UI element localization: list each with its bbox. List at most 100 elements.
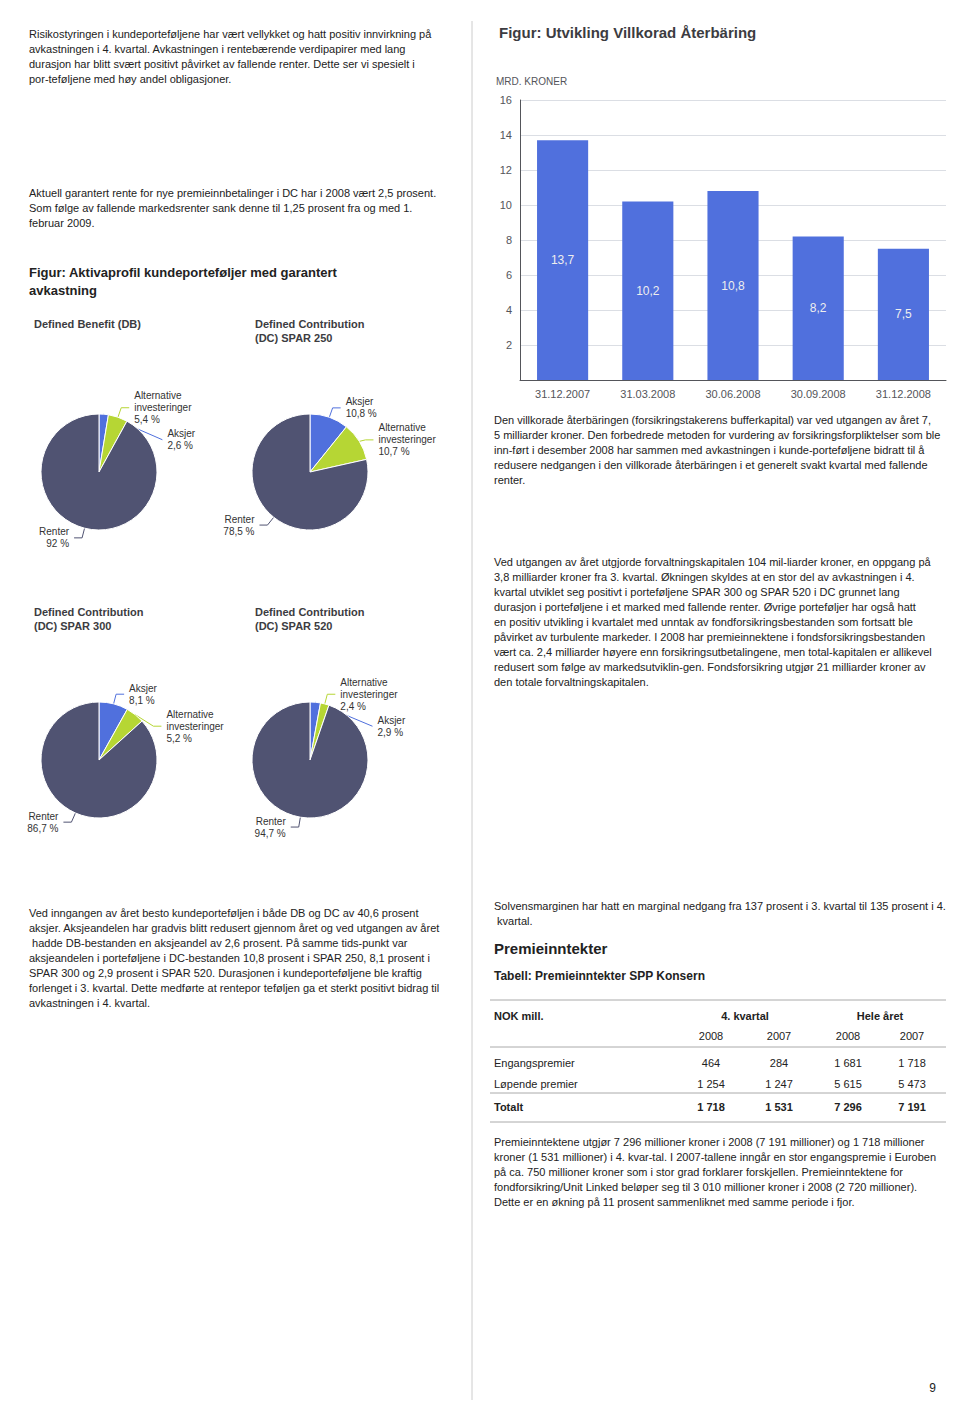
svg-text:5,2 %: 5,2 % bbox=[166, 733, 192, 744]
svg-text:30.09.2008: 30.09.2008 bbox=[791, 388, 846, 400]
svg-text:Aksjer: Aksjer bbox=[167, 428, 195, 439]
svg-text:8: 8 bbox=[506, 234, 512, 246]
svg-text:redusert som følge av markedsu: redusert som følge av markedsutviklin-ge… bbox=[494, 661, 929, 673]
svg-text:86,7 %: 86,7 % bbox=[27, 823, 58, 834]
svg-text:Aksjer: Aksjer bbox=[346, 396, 374, 407]
svg-text:den totale forvaltningskapital: den totale forvaltningskapitalen. bbox=[494, 676, 649, 688]
svg-text:durasjon i porteføljene i et m: durasjon i porteføljene i et marked med … bbox=[494, 601, 919, 613]
svg-text:1 681: 1 681 bbox=[834, 1057, 862, 1069]
svg-text:5 milliarder kroner. Den forbe: 5 milliarder kroner. Den forbedrede meto… bbox=[494, 429, 943, 441]
svg-text:Defined Benefit (DB): Defined Benefit (DB) bbox=[34, 318, 141, 330]
svg-text:kvartal utviklet seg positivt: kvartal utviklet seg positivt i porteføl… bbox=[494, 586, 903, 598]
svg-text:1 247: 1 247 bbox=[765, 1078, 793, 1090]
svg-text:10,8: 10,8 bbox=[721, 279, 745, 293]
svg-text:2007: 2007 bbox=[900, 1030, 924, 1042]
svg-text:Solvensmarginen har hatt en ma: Solvensmarginen har hatt en marginal ned… bbox=[494, 900, 946, 912]
svg-text:forlenget i 3. kvartal. Dette: forlenget i 3. kvartal. Dette medførte a… bbox=[29, 982, 442, 994]
svg-text:renter.: renter. bbox=[494, 474, 525, 486]
svg-text:en positiv utvikling i kvartal: en positiv utvikling i kvartalet med unn… bbox=[494, 616, 916, 628]
svg-text:1 254: 1 254 bbox=[697, 1078, 725, 1090]
svg-text:Defined Contribution: Defined Contribution bbox=[255, 606, 365, 618]
svg-text:Figur: Aktivaprofil kundeporte: Figur: Aktivaprofil kundeporteføljer med… bbox=[29, 265, 338, 280]
svg-text:NOK mill.: NOK mill. bbox=[494, 1010, 544, 1022]
svg-text:2008: 2008 bbox=[836, 1030, 860, 1042]
svg-text:Aksjer: Aksjer bbox=[377, 715, 405, 726]
svg-text:Alternative: Alternative bbox=[340, 677, 388, 688]
svg-text:Defined Contribution: Defined Contribution bbox=[34, 606, 144, 618]
svg-text:MRD. KRONER: MRD. KRONER bbox=[496, 76, 567, 87]
svg-text:Renter: Renter bbox=[39, 526, 70, 537]
svg-text:vært ca. 2,4 milliarder høyere: vært ca. 2,4 milliarder høyere enn forsi… bbox=[494, 646, 935, 658]
svg-text:Alternative: Alternative bbox=[166, 709, 214, 720]
svg-text:(DC) SPAR 250: (DC) SPAR 250 bbox=[255, 332, 332, 344]
svg-text:durasjon har blitt svært posit: durasjon har blitt svært positivt påvirk… bbox=[29, 58, 418, 70]
svg-text:Hele året: Hele året bbox=[857, 1010, 904, 1022]
svg-text:5 473: 5 473 bbox=[898, 1078, 926, 1090]
svg-text:464: 464 bbox=[702, 1057, 720, 1069]
svg-text:redusere nedgangen i den villk: redusere nedgangen i den villkorade åter… bbox=[494, 459, 931, 471]
svg-text:Den villkorade återbäringen (f: Den villkorade återbäringen (forsikrings… bbox=[494, 414, 931, 426]
svg-text:31.12.2008: 31.12.2008 bbox=[876, 388, 931, 400]
svg-text:aksjer. Aksjeandelen har gradv: aksjer. Aksjeandelen har gradvis blitt r… bbox=[29, 922, 439, 934]
svg-text:284: 284 bbox=[770, 1057, 788, 1069]
svg-text:2007: 2007 bbox=[767, 1030, 791, 1042]
svg-text:Alternative: Alternative bbox=[378, 422, 426, 433]
svg-text:hadde DB-bestanden en aksjeand: hadde DB-bestanden en aksjeandel av 2,6 … bbox=[29, 937, 411, 949]
svg-text:Engangspremier: Engangspremier bbox=[494, 1057, 575, 1069]
svg-text:påvirket av turbulente markede: påvirket av turbulente markeder. I 2008 … bbox=[494, 631, 928, 643]
svg-text:på ca. 750 millioner kroner so: på ca. 750 millioner kroner som i stor g… bbox=[494, 1166, 906, 1178]
svg-text:Ved inngangen av året besto ku: Ved inngangen av året besto kundeportefø… bbox=[29, 907, 422, 919]
svg-text:1 718: 1 718 bbox=[697, 1101, 725, 1113]
svg-text:por-teføljene med høy andel ob: por-teføljene med høy andel obligasjoner… bbox=[29, 73, 231, 85]
svg-text:Defined Contribution: Defined Contribution bbox=[255, 318, 365, 330]
svg-text:12: 12 bbox=[500, 164, 512, 176]
svg-text:10,7 %: 10,7 % bbox=[378, 446, 409, 457]
svg-text:Figur: Utvikling Villkorad Åte: Figur: Utvikling Villkorad Återbäring bbox=[499, 24, 756, 41]
svg-text:2008: 2008 bbox=[699, 1030, 723, 1042]
svg-text:10,2: 10,2 bbox=[636, 284, 660, 298]
svg-text:94,7 %: 94,7 % bbox=[255, 828, 286, 839]
svg-text:Løpende premier: Løpende premier bbox=[494, 1078, 578, 1090]
svg-text:5 615: 5 615 bbox=[834, 1078, 862, 1090]
svg-text:Aksjer: Aksjer bbox=[129, 683, 157, 694]
svg-text:Ved utgangen av året utgjorde: Ved utgangen av året utgjorde forvaltnin… bbox=[494, 556, 934, 568]
svg-text:4. kvartal: 4. kvartal bbox=[721, 1010, 769, 1022]
svg-text:2,6 %: 2,6 % bbox=[167, 440, 193, 451]
svg-text:5,4 %: 5,4 % bbox=[134, 414, 160, 425]
svg-text:SPAR 300 og 2,9 prosent i SPAR: SPAR 300 og 2,9 prosent i SPAR 520. Dura… bbox=[29, 967, 425, 979]
svg-text:92 %: 92 % bbox=[46, 538, 69, 549]
svg-text:avkastningen i 4. kvartal.: avkastningen i 4. kvartal. bbox=[29, 997, 150, 1009]
svg-text:Dette er en økning på 11 prose: Dette er en økning på 11 prosent sammenl… bbox=[494, 1196, 855, 1208]
svg-text:Tabell: Premieinntekter SPP Ko: Tabell: Premieinntekter SPP Konsern bbox=[494, 969, 705, 983]
svg-text:7 296: 7 296 bbox=[834, 1101, 862, 1113]
svg-text:investeringer: investeringer bbox=[166, 721, 224, 732]
svg-text:7,5: 7,5 bbox=[895, 307, 912, 321]
svg-text:avkastningen i 4. kvartal. Avk: avkastningen i 4. kvartal. Avkastningen … bbox=[29, 43, 409, 55]
svg-text:7 191: 7 191 bbox=[898, 1101, 926, 1113]
svg-text:1 718: 1 718 bbox=[898, 1057, 926, 1069]
svg-text:6: 6 bbox=[506, 269, 512, 281]
svg-text:10: 10 bbox=[500, 199, 512, 211]
svg-text:9: 9 bbox=[929, 1381, 936, 1395]
svg-text:investeringer: investeringer bbox=[134, 402, 192, 413]
svg-text:Renter: Renter bbox=[28, 811, 59, 822]
svg-text:2: 2 bbox=[506, 339, 512, 351]
svg-text:1 531: 1 531 bbox=[765, 1101, 793, 1113]
svg-text:investeringer: investeringer bbox=[378, 434, 436, 445]
svg-text:Totalt: Totalt bbox=[494, 1101, 523, 1113]
svg-text:2,9 %: 2,9 % bbox=[377, 727, 403, 738]
svg-text:Som følge av fallende markedsr: Som følge av fallende markedsrenter sank… bbox=[29, 202, 415, 214]
svg-text:2,4 %: 2,4 % bbox=[340, 701, 366, 712]
svg-text:13,7: 13,7 bbox=[551, 253, 575, 267]
svg-text:kroner (1 531 millioner) i 4.: kroner (1 531 millioner) i 4. kvar-tal. … bbox=[494, 1151, 939, 1163]
svg-text:78,5 %: 78,5 % bbox=[223, 526, 254, 537]
svg-text:Premieinntekter: Premieinntekter bbox=[494, 940, 608, 957]
svg-text:Alternative: Alternative bbox=[134, 390, 182, 401]
svg-text:Renter: Renter bbox=[256, 816, 287, 827]
svg-text:14: 14 bbox=[500, 129, 512, 141]
svg-text:Premieinntektene utgjør 7 296: Premieinntektene utgjør 7 296 millioner … bbox=[494, 1136, 928, 1148]
svg-text:30.06.2008: 30.06.2008 bbox=[705, 388, 760, 400]
svg-text:10,8 %: 10,8 % bbox=[346, 408, 377, 419]
svg-text:kvartal.: kvartal. bbox=[494, 915, 533, 927]
svg-text:8,2: 8,2 bbox=[810, 301, 827, 315]
